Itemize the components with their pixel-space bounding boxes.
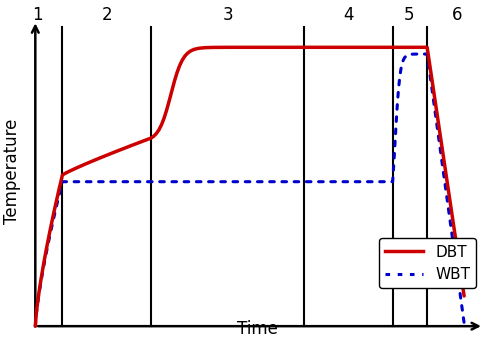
Legend: DBT, WBT: DBT, WBT xyxy=(378,238,476,288)
Text: Temperature: Temperature xyxy=(2,119,21,224)
Text: 5: 5 xyxy=(404,6,414,24)
Text: 3: 3 xyxy=(222,6,233,24)
Text: 4: 4 xyxy=(343,6,353,24)
Text: 1: 1 xyxy=(32,6,43,24)
Text: 2: 2 xyxy=(102,6,112,24)
Text: Time: Time xyxy=(236,320,278,338)
Text: 6: 6 xyxy=(452,6,462,24)
